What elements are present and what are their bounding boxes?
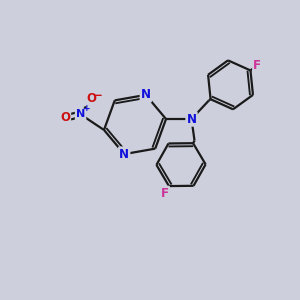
Text: +: + xyxy=(83,104,90,113)
Text: F: F xyxy=(161,187,169,200)
Text: N: N xyxy=(119,148,129,160)
Text: N: N xyxy=(76,110,85,119)
Text: N: N xyxy=(187,112,196,125)
Text: N: N xyxy=(141,88,151,101)
Text: O: O xyxy=(60,112,70,124)
Text: O: O xyxy=(86,92,96,105)
Text: −: − xyxy=(93,89,103,102)
Text: F: F xyxy=(253,59,261,72)
